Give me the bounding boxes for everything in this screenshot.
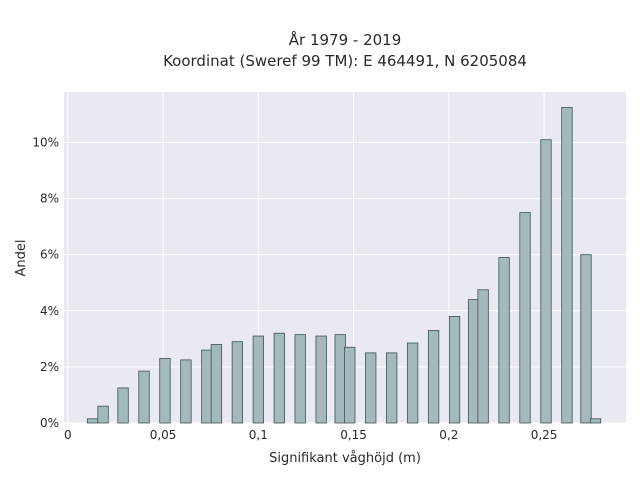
histogram-bar (519, 212, 531, 424)
histogram-bar (201, 349, 213, 424)
histogram-bar (498, 257, 510, 424)
histogram-bar (86, 418, 99, 424)
y-tick-label: 8% (40, 192, 59, 206)
histogram-bar (273, 332, 285, 424)
histogram-bar (561, 107, 573, 424)
y-axis-label: Andel (14, 240, 29, 277)
histogram-bar (448, 316, 461, 424)
histogram-bar (477, 289, 489, 424)
y-axis-ticks: 0% 2% 4% 6% 8% 10% (32, 135, 59, 430)
histogram-bar (386, 352, 398, 424)
chart-title-line-2: Koordinat (Sweref 99 TM): E 464491, N 62… (163, 52, 527, 70)
histogram-bar (467, 299, 480, 424)
histogram-bar (427, 330, 440, 424)
x-tick-label: 0,1 (249, 428, 268, 442)
chart-title-line-1: År 1979 - 2019 (289, 30, 402, 49)
histogram-bar (540, 139, 552, 424)
x-axis-ticks: 0 0,05 0,1 0,15 0,2 0,25 (64, 428, 557, 442)
histogram-bar (231, 341, 244, 424)
x-tick-label: 0,2 (439, 428, 458, 442)
histogram-bar (252, 335, 264, 424)
x-tick-label: 0,05 (150, 428, 177, 442)
histogram-bar (406, 342, 419, 424)
histogram-bar (180, 359, 192, 424)
histogram-bar (97, 405, 109, 424)
histogram-bar (159, 358, 171, 424)
histogram-bar (210, 344, 223, 424)
x-tick-label: 0,25 (531, 428, 558, 442)
y-tick-label: 0% (40, 416, 59, 430)
histogram-bar (294, 334, 306, 424)
histogram-bar (580, 254, 592, 424)
histogram-bar (589, 418, 602, 424)
y-tick-label: 10% (32, 135, 59, 149)
y-tick-label: 6% (40, 248, 59, 262)
histogram-bar (138, 370, 150, 424)
x-tick-label: 0 (64, 428, 72, 442)
histogram-bar (365, 352, 377, 424)
bar-series (86, 107, 602, 424)
histogram-bar (117, 387, 129, 424)
x-axis-label: Signifikant våghöjd (m) (269, 451, 421, 466)
histogram-bar (334, 334, 346, 424)
histogram-bar (344, 346, 356, 424)
y-tick-label: 4% (40, 304, 59, 318)
y-tick-label: 2% (40, 360, 59, 374)
x-tick-label: 0,15 (340, 428, 367, 442)
histogram-bar (315, 335, 327, 424)
